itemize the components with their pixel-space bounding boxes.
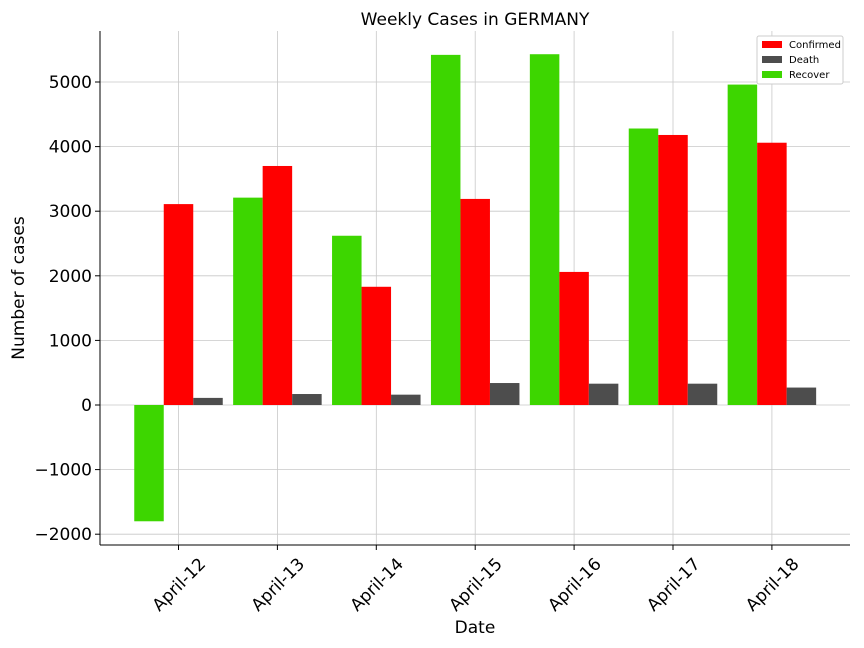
y-ticks: −2000 −1000 0 1000 2000 3000 4000 5000 xyxy=(34,73,100,545)
chart-title: Weekly Cases in GERMANY xyxy=(361,10,590,30)
bar-death-april-14 xyxy=(391,394,421,405)
y-tick-label: 2000 xyxy=(49,267,92,287)
bar-death-april-15 xyxy=(489,383,520,405)
x-tick-label: April-15 xyxy=(445,554,506,615)
bar-confirmed-april-12 xyxy=(163,204,194,405)
x-tick-label: April-13 xyxy=(248,554,309,615)
bar-recover-april-18 xyxy=(727,84,758,406)
legend-swatch-death xyxy=(762,56,782,63)
bar-confirmed-april-13 xyxy=(262,165,293,405)
bar-death-april-16 xyxy=(588,383,619,405)
y-tick-label: 4000 xyxy=(49,138,92,158)
bar-confirmed-april-17 xyxy=(658,134,688,406)
legend-label-confirmed: Confirmed xyxy=(789,40,841,51)
bar-confirmed-april-16 xyxy=(559,271,589,405)
y-tick-label: −2000 xyxy=(34,525,92,545)
x-ticks: April-12 April-13 April-14 April-15 April-16… xyxy=(149,545,803,616)
x-tick-label: April-16 xyxy=(544,554,605,615)
bar-death-april-17 xyxy=(687,383,718,405)
bar-confirmed-april-14 xyxy=(361,286,392,405)
bar-confirmed-april-15 xyxy=(460,198,490,405)
y-tick-label: 0 xyxy=(81,396,92,416)
bar-recover-april-14 xyxy=(332,235,362,405)
legend-swatch-confirmed xyxy=(762,41,782,48)
x-axis-title: Date xyxy=(455,618,496,638)
x-tick-label: April-14 xyxy=(347,554,408,615)
bar-death-april-12 xyxy=(193,397,223,405)
legend-label-death: Death xyxy=(789,55,819,66)
bar-confirmed-april-18 xyxy=(757,142,787,405)
x-tick-label: April-17 xyxy=(643,554,704,615)
x-tick-label: April-18 xyxy=(742,554,803,615)
legend-swatch-recover xyxy=(762,71,782,78)
bar-death-april-13 xyxy=(292,394,322,405)
bar-death-april-18 xyxy=(786,387,817,405)
bar-recover-april-17 xyxy=(628,128,659,405)
bar-recover-april-15 xyxy=(430,54,461,405)
y-tick-label: 3000 xyxy=(49,202,92,222)
y-tick-label: 5000 xyxy=(49,73,92,93)
bar-recover-april-12 xyxy=(134,405,164,522)
legend-label-recover: Recover xyxy=(789,70,830,81)
x-tick-label: April-12 xyxy=(149,554,210,615)
bars xyxy=(134,54,817,522)
bar-recover-april-16 xyxy=(529,54,560,406)
y-tick-label: 1000 xyxy=(49,331,92,351)
y-axis-title: Number of cases xyxy=(9,216,29,360)
bar-recover-april-13 xyxy=(233,197,263,405)
legend: Confirmed Death Recover xyxy=(756,35,844,85)
y-tick-label: −1000 xyxy=(34,461,92,481)
